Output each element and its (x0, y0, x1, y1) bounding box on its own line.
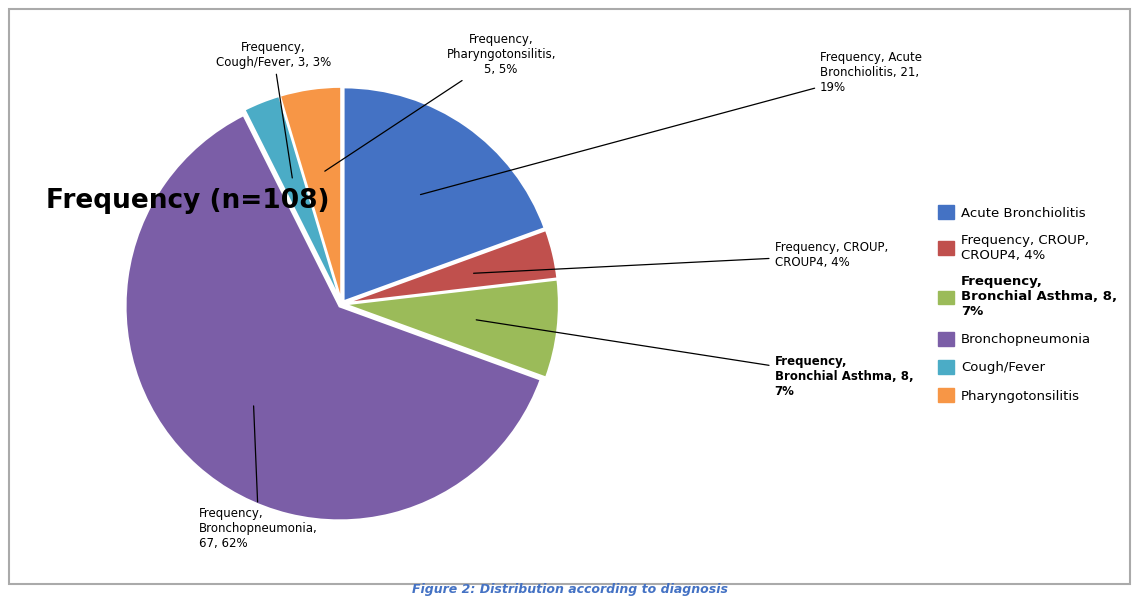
Legend: Acute Bronchiolitis, Frequency, CROUP,
CROUP4, 4%, Frequency,
Bronchial Asthma, : Acute Bronchiolitis, Frequency, CROUP, C… (934, 201, 1121, 407)
Text: Frequency,
Pharyngotonsilitis,
5, 5%: Frequency, Pharyngotonsilitis, 5, 5% (325, 33, 556, 171)
Text: Frequency, CROUP,
CROUP4, 4%: Frequency, CROUP, CROUP4, 4% (474, 241, 887, 273)
Wedge shape (345, 280, 559, 378)
Wedge shape (344, 88, 544, 302)
Wedge shape (125, 115, 541, 520)
Wedge shape (345, 230, 557, 303)
Text: Figure 2: Distribution according to diagnosis: Figure 2: Distribution according to diag… (411, 583, 728, 596)
Text: Frequency,
Bronchopneumonia,
67, 62%: Frequency, Bronchopneumonia, 67, 62% (199, 406, 318, 550)
Text: Frequency,
Bronchial Asthma, 8,
7%: Frequency, Bronchial Asthma, 8, 7% (476, 320, 913, 398)
Text: Frequency, Acute
Bronchiolitis, 21,
19%: Frequency, Acute Bronchiolitis, 21, 19% (420, 52, 923, 195)
Text: Frequency,
Cough/Fever, 3, 3%: Frequency, Cough/Fever, 3, 3% (215, 41, 331, 178)
Wedge shape (245, 96, 341, 301)
Text: Frequency (n=108): Frequency (n=108) (46, 188, 329, 213)
Wedge shape (280, 87, 342, 301)
